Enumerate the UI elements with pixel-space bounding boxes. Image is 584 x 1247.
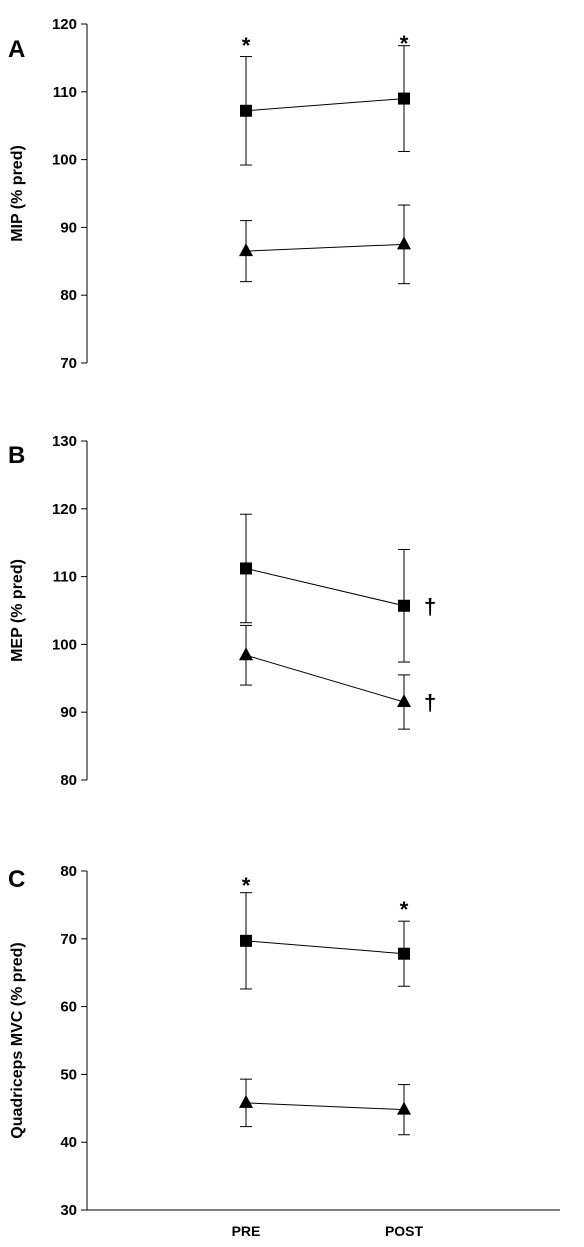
series-line bbox=[245, 243, 405, 252]
data-point-square bbox=[240, 562, 252, 575]
data-point-triangle bbox=[239, 647, 253, 661]
data-point-triangle bbox=[397, 1101, 411, 1115]
annotation-symbol: * bbox=[242, 873, 251, 898]
y-tick-label: 70 bbox=[60, 355, 77, 372]
y-tick-label: 30 bbox=[60, 1202, 77, 1219]
series-triangle bbox=[239, 624, 411, 730]
annotation-symbol: * bbox=[242, 33, 251, 58]
x-tick-label: PRE bbox=[232, 1223, 261, 1239]
y-tick-label: 120 bbox=[52, 16, 77, 33]
data-point-triangle bbox=[397, 694, 411, 708]
y-tick-label: 110 bbox=[53, 84, 77, 101]
data-point-square bbox=[398, 947, 410, 960]
data-point-triangle bbox=[239, 243, 253, 257]
series-triangle bbox=[239, 1078, 411, 1136]
y-tick-label: 130 bbox=[52, 433, 77, 450]
y-tick-label: 100 bbox=[52, 152, 77, 169]
y-tick-label: 90 bbox=[60, 704, 77, 721]
y-tick-label: 120 bbox=[52, 501, 77, 518]
data-point-triangle bbox=[397, 236, 411, 250]
y-tick-label: 70 bbox=[60, 931, 77, 948]
data-point-square bbox=[240, 934, 252, 947]
panel-letter: C bbox=[8, 866, 25, 893]
annotation-symbol: * bbox=[400, 31, 409, 56]
y-axis-label: MEP (% pred) bbox=[9, 559, 26, 662]
annotation-symbol: * bbox=[400, 897, 409, 922]
series-line bbox=[245, 654, 405, 703]
y-axis-label: Quadriceps MVC (% pred) bbox=[9, 942, 26, 1138]
panel-letter: A bbox=[8, 36, 25, 63]
annotation-symbol: † bbox=[424, 594, 436, 619]
y-tick-label: 80 bbox=[60, 863, 77, 880]
data-point-square bbox=[398, 92, 410, 105]
series-square bbox=[240, 45, 410, 166]
annotation-symbol: † bbox=[424, 690, 436, 715]
panel-letter: B bbox=[8, 442, 25, 469]
y-tick-label: 40 bbox=[60, 1134, 77, 1151]
panel-a: A MIP (% pred) 70 80 90 100 110 120 * * bbox=[8, 16, 411, 372]
series-triangle bbox=[239, 204, 411, 285]
data-point-triangle bbox=[239, 1094, 253, 1108]
y-axis-label: MIP (% pred) bbox=[9, 145, 26, 242]
x-tick-label: POST bbox=[385, 1223, 424, 1239]
y-tick-label: 60 bbox=[60, 999, 77, 1016]
y-tick-label: 90 bbox=[60, 219, 77, 236]
series-line bbox=[245, 567, 405, 607]
series-square bbox=[240, 513, 410, 663]
y-tick-label: 110 bbox=[53, 569, 77, 586]
y-tick-label: 80 bbox=[60, 287, 77, 304]
y-tick-label: 80 bbox=[60, 772, 77, 789]
series-square bbox=[240, 892, 410, 990]
y-tick-label: 50 bbox=[60, 1066, 77, 1083]
data-point-square bbox=[398, 599, 410, 612]
panel-c: C Quadriceps MVC (% pred) 30 40 50 60 70 80 PRE P… bbox=[8, 863, 560, 1239]
series-line bbox=[245, 1102, 405, 1111]
data-point-square bbox=[240, 104, 252, 117]
y-tick-label: 100 bbox=[52, 636, 77, 653]
series-line bbox=[245, 98, 405, 112]
panel-b: B MEP (% pred) 80 90 100 110 120 130 † † bbox=[8, 433, 436, 789]
series-line bbox=[245, 940, 405, 955]
